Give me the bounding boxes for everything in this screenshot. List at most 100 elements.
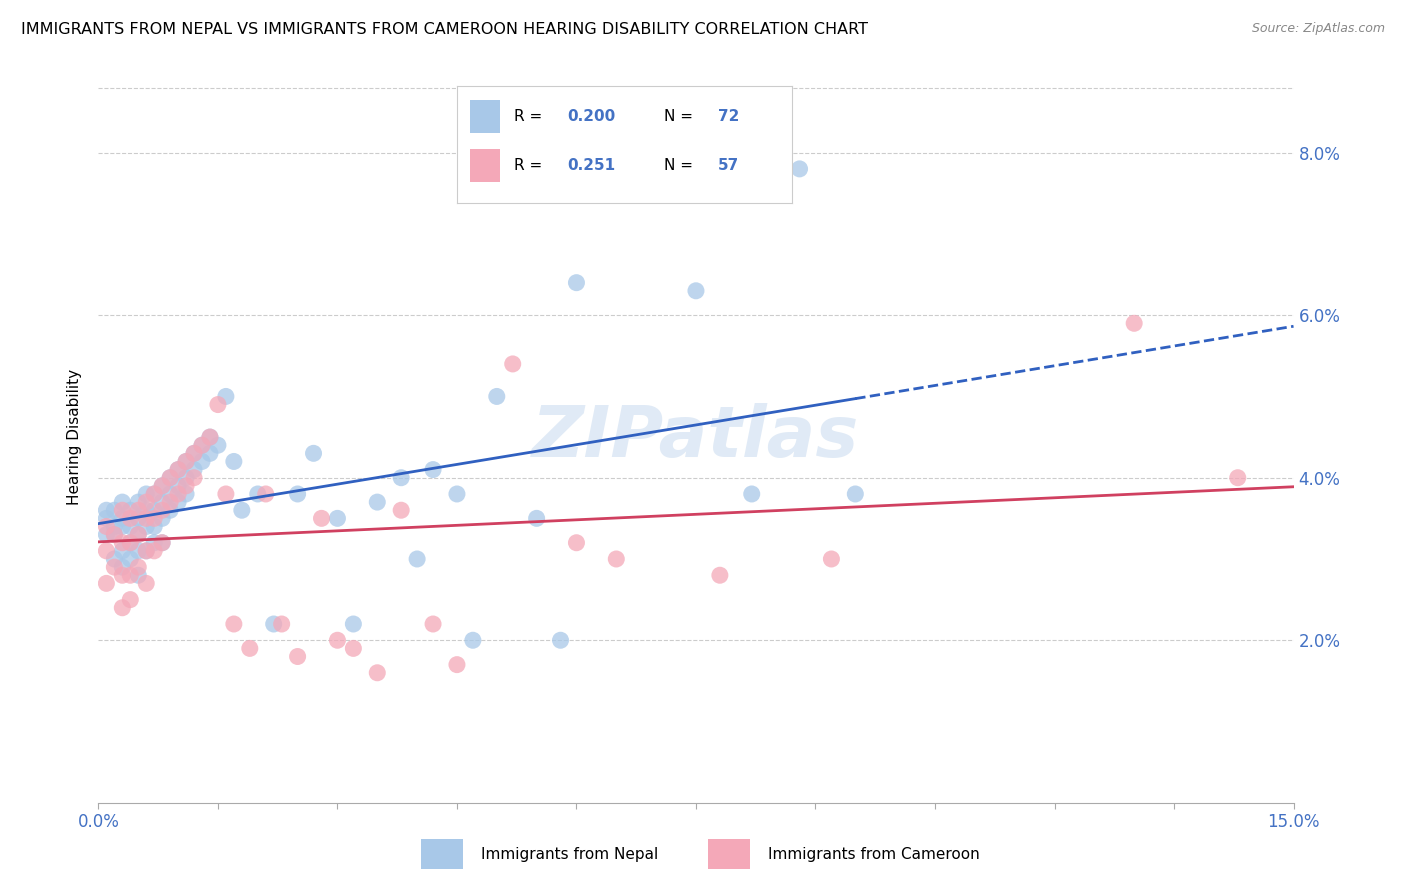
Point: [311, 511, 333, 525]
Point: [150, 479, 173, 493]
Point: [263, 617, 285, 632]
Point: [215, 389, 238, 403]
Point: [135, 544, 157, 558]
Point: [143, 503, 166, 517]
Point: [120, 568, 142, 582]
Point: [103, 552, 125, 566]
Point: [96, 544, 118, 558]
Point: [254, 487, 277, 501]
Point: [135, 544, 157, 558]
Point: [191, 454, 214, 468]
Point: [103, 560, 125, 574]
Point: [150, 535, 173, 549]
Point: [135, 495, 157, 509]
Point: [111, 503, 134, 517]
Point: [120, 592, 142, 607]
Point: [135, 503, 157, 517]
Point: [231, 503, 253, 517]
Point: [287, 649, 309, 664]
Point: [150, 479, 173, 493]
Point: [239, 641, 262, 656]
Point: [127, 527, 149, 541]
Point: [111, 535, 134, 549]
Point: [198, 430, 221, 444]
Point: [485, 389, 508, 403]
Point: [103, 527, 125, 541]
Point: [207, 398, 229, 412]
Point: [120, 535, 142, 549]
Point: [605, 552, 627, 566]
Point: [422, 462, 444, 476]
Point: [167, 495, 190, 509]
Point: [111, 568, 134, 582]
Point: [215, 487, 238, 501]
Point: [135, 576, 157, 591]
Point: [326, 633, 349, 648]
Point: [167, 462, 190, 476]
Point: [709, 568, 731, 582]
Point: [150, 535, 173, 549]
Point: [167, 487, 190, 501]
Point: [685, 284, 707, 298]
Point: [174, 454, 197, 468]
Point: [127, 568, 149, 582]
Point: [96, 503, 118, 517]
Point: [270, 617, 292, 632]
Point: [150, 495, 173, 509]
Point: [159, 487, 181, 501]
Point: [111, 600, 134, 615]
Point: [103, 527, 125, 541]
Point: [183, 471, 205, 485]
Point: [191, 438, 214, 452]
Point: [342, 617, 364, 632]
Point: [127, 495, 149, 509]
Point: [111, 544, 134, 558]
Point: [143, 511, 166, 525]
Point: [446, 487, 468, 501]
Text: IMMIGRANTS FROM NEPAL VS IMMIGRANTS FROM CAMEROON HEARING DISABILITY CORRELATION: IMMIGRANTS FROM NEPAL VS IMMIGRANTS FROM…: [21, 22, 868, 37]
Point: [183, 446, 205, 460]
Point: [143, 535, 166, 549]
Point: [820, 552, 842, 566]
Point: [789, 161, 811, 176]
Point: [191, 438, 214, 452]
Point: [222, 454, 245, 468]
Point: [159, 503, 181, 517]
Point: [120, 511, 142, 525]
Point: [550, 633, 572, 648]
Point: [159, 495, 181, 509]
Point: [406, 552, 429, 566]
Point: [96, 527, 118, 541]
Point: [159, 471, 181, 485]
Point: [174, 487, 197, 501]
Point: [302, 446, 325, 460]
Point: [446, 657, 468, 672]
Point: [198, 446, 221, 460]
Point: [461, 633, 484, 648]
Point: [127, 560, 149, 574]
Point: [366, 495, 388, 509]
Y-axis label: Hearing Disability: Hearing Disability: [67, 369, 83, 505]
Text: Source: ZipAtlas.com: Source: ZipAtlas.com: [1251, 22, 1385, 36]
Point: [174, 454, 197, 468]
Point: [287, 487, 309, 501]
Point: [111, 495, 134, 509]
Point: [120, 535, 142, 549]
Point: [167, 479, 190, 493]
Point: [174, 479, 197, 493]
Point: [422, 617, 444, 632]
Point: [103, 503, 125, 517]
Point: [96, 519, 118, 533]
Point: [159, 471, 181, 485]
Point: [183, 446, 205, 460]
Point: [366, 665, 388, 680]
Point: [135, 519, 157, 533]
Point: [150, 503, 173, 517]
Point: [167, 462, 190, 476]
Point: [127, 544, 149, 558]
Point: [389, 471, 412, 485]
Point: [207, 438, 229, 452]
Point: [526, 511, 548, 525]
Point: [143, 519, 166, 533]
Point: [111, 519, 134, 533]
